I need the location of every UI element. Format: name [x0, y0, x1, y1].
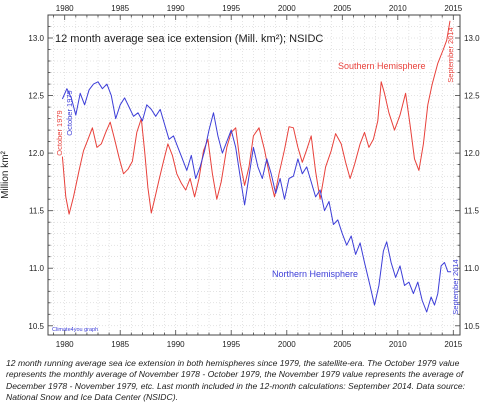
y-tick-label-right: 12.0	[464, 149, 480, 158]
grid-lines	[48, 15, 460, 335]
y-tick-label-left: 12.0	[28, 149, 44, 158]
y-tick-label-right: 11.5	[464, 207, 480, 216]
data-series	[61, 20, 452, 313]
series-start-label-northern: October 1979	[65, 90, 74, 135]
series-start-label-southern: October 1979	[55, 110, 64, 155]
x-tick-label-top: 2010	[389, 4, 407, 13]
x-tick-label-bottom: 2015	[444, 340, 462, 349]
y-tick-label-right: 10.5	[464, 322, 480, 331]
series-line-southern	[61, 20, 451, 215]
series-name-northern: Northern Hemisphere	[272, 269, 358, 279]
x-tick-label-top: 2000	[278, 4, 296, 13]
x-tick-label-bottom: 1985	[111, 340, 129, 349]
y-tick-label-left: 10.5	[28, 322, 44, 331]
chart-title: 12 month average sea ice extension (Mill…	[55, 33, 323, 45]
y-axis-label: Million km²	[0, 150, 11, 198]
y-tick-label-right: 13.0	[464, 34, 480, 43]
series-end-label-northern: September 2014	[451, 259, 460, 314]
x-tick-label-top: 1995	[222, 4, 240, 13]
x-tick-label-bottom: 1995	[222, 340, 240, 349]
x-tick-label-bottom: 2005	[333, 340, 351, 349]
x-tick-label-bottom: 1980	[56, 340, 74, 349]
x-tick-label-top: 2005	[333, 4, 351, 13]
x-tick-label-top: 2015	[444, 4, 462, 13]
y-tick-label-left: 11.5	[29, 207, 45, 216]
y-tick-label-left: 12.5	[28, 92, 44, 101]
x-tick-label-top: 1985	[111, 4, 129, 13]
y-tick-label-right: 12.5	[464, 92, 480, 101]
x-tick-label-bottom: 2000	[278, 340, 296, 349]
tick-labels: 1980 1980 1985 1985 1990 1990 1995 1995 2000 2000…	[28, 4, 480, 349]
series-end-label-southern: September 2014	[446, 27, 455, 82]
x-tick-label-top: 1990	[167, 4, 185, 13]
plot-frame	[47, 14, 461, 336]
figure-caption: 12 month running average sea ice extensi…	[6, 358, 466, 403]
y-tick-label-left: 13.0	[28, 34, 44, 43]
credit-label: Climate4you graph	[52, 327, 98, 333]
axis-ticks	[48, 15, 460, 335]
x-tick-label-bottom: 2010	[389, 340, 407, 349]
x-tick-label-top: 1980	[56, 4, 74, 13]
series-line-northern	[61, 81, 452, 313]
series-name-southern: Southern Hemisphere	[338, 61, 426, 71]
y-tick-label-right: 11.0	[464, 264, 480, 273]
y-tick-label-left: 11.0	[29, 264, 45, 273]
x-tick-label-bottom: 1990	[167, 340, 185, 349]
